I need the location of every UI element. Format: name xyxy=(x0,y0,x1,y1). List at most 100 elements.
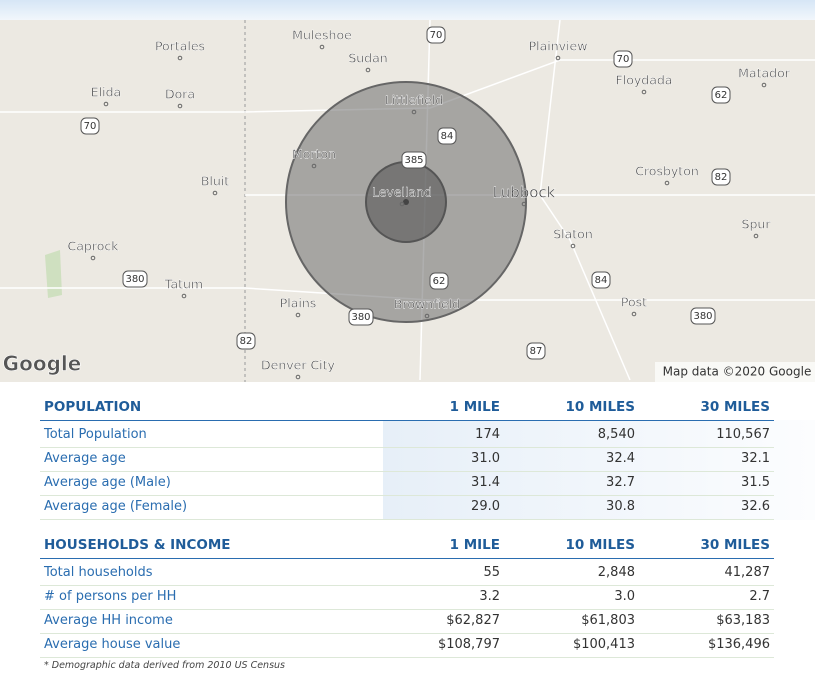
cell-value: 32.1 xyxy=(741,451,770,466)
cell-value: 2,848 xyxy=(597,565,635,580)
cell-value: 31.5 xyxy=(741,475,770,490)
row-label: Average age (Male) xyxy=(44,475,171,490)
place-label: Floydada xyxy=(616,73,673,88)
place-dot xyxy=(424,313,430,319)
highway-shield xyxy=(348,308,374,326)
place-dot xyxy=(103,101,109,107)
radius-1 xyxy=(403,199,409,205)
shade xyxy=(383,420,815,520)
place-label: Littlefield xyxy=(385,93,443,108)
place-dot xyxy=(365,67,371,73)
row-label: Average age (Female) xyxy=(44,499,188,514)
highway-label: 84 xyxy=(441,131,454,142)
highway-shield xyxy=(526,342,546,360)
highway-label: 84 xyxy=(595,275,608,286)
cell-value: 32.4 xyxy=(606,451,635,466)
map: Portales Muleshoe Sudan Plainview Floydada Ma… xyxy=(0,0,815,382)
cell-value: $61,803 xyxy=(581,613,635,628)
highway-label: 62 xyxy=(433,276,446,287)
place-label: Morton xyxy=(292,147,336,162)
cell-value: 32.7 xyxy=(606,475,635,490)
place-dot xyxy=(212,190,218,196)
highway-shield xyxy=(80,117,100,135)
map-logo: Google xyxy=(3,352,82,376)
place-dot xyxy=(399,201,405,207)
attribution: Map data ©2020 Google xyxy=(663,365,812,379)
highway-shield xyxy=(401,151,427,169)
place-dot xyxy=(411,109,417,115)
cell-value: 174 xyxy=(475,427,500,442)
highway-shield xyxy=(437,127,457,145)
place-label: Plains xyxy=(280,296,317,311)
place-label: Caprock xyxy=(68,239,120,254)
row-label: Total households xyxy=(44,565,153,580)
highway-shield xyxy=(429,272,449,290)
place-label: Slaton xyxy=(553,227,593,242)
place-dot xyxy=(761,82,767,88)
highway-label: 380 xyxy=(351,312,370,323)
column-header: 30 MILES xyxy=(700,537,771,553)
column-header: HOUSEHOLDS & INCOME xyxy=(44,537,231,553)
place-label: Denver City xyxy=(261,358,336,373)
attribution-bg xyxy=(655,362,815,382)
place-label: Dora xyxy=(165,87,195,102)
highway-label: 82 xyxy=(240,336,253,347)
column-header: 1 MILE xyxy=(449,399,500,415)
column-header: 1 MILE xyxy=(449,537,500,553)
highway-label: 82 xyxy=(715,172,728,183)
column-header: 10 MILES xyxy=(565,399,636,415)
place-dot xyxy=(181,293,187,299)
place-label: Post xyxy=(621,295,647,310)
place-label: Sudan xyxy=(348,51,387,66)
cell-value: 30.8 xyxy=(606,499,635,514)
place-label: Matador xyxy=(738,66,791,81)
highway-label: 70 xyxy=(430,30,443,41)
row-label: Average HH income xyxy=(44,613,173,628)
row-rule xyxy=(40,471,774,472)
row-rule xyxy=(40,519,774,520)
cell-value: 3.0 xyxy=(614,589,635,604)
highway-shield xyxy=(711,168,731,186)
row-rule xyxy=(40,585,774,586)
cell-value: $62,827 xyxy=(446,613,500,628)
row-rule xyxy=(40,447,774,448)
place-dot xyxy=(521,201,527,207)
row-label: Average house value xyxy=(44,637,181,652)
highway-shield xyxy=(122,270,148,288)
cell-value: 3.2 xyxy=(479,589,500,604)
highway-label: 380 xyxy=(125,274,144,285)
column-header: 10 MILES xyxy=(565,537,636,553)
highway-label: 70 xyxy=(84,121,97,132)
highway-label: 380 xyxy=(693,311,712,322)
place-dot xyxy=(295,374,301,380)
cell-value: 8,540 xyxy=(597,427,635,442)
place-dot xyxy=(555,55,561,61)
cell-value: $136,496 xyxy=(707,637,770,652)
highway-label: 70 xyxy=(617,54,630,65)
cell-value: $108,797 xyxy=(437,637,500,652)
cell-value: 31.4 xyxy=(471,475,500,490)
place-label: Spur xyxy=(742,217,772,232)
row-rule xyxy=(40,657,774,658)
cell-value: 31.0 xyxy=(471,451,500,466)
header-rule xyxy=(40,558,774,559)
place-dot xyxy=(90,255,96,261)
highway-shield xyxy=(426,26,446,44)
header-rule xyxy=(40,420,774,421)
highway-label: 62 xyxy=(715,90,728,101)
place-label: Levelland xyxy=(372,185,432,200)
cell-value: 55 xyxy=(483,565,500,580)
place-dot xyxy=(295,312,301,318)
highway-shield xyxy=(613,50,633,68)
cell-value: 2.7 xyxy=(749,589,770,604)
cell-value: 110,567 xyxy=(716,427,770,442)
cell-value: $100,413 xyxy=(572,637,635,652)
cell-value: $63,183 xyxy=(716,613,770,628)
place-label: Brownfield xyxy=(394,297,460,312)
top-band xyxy=(0,0,815,22)
highway-shield xyxy=(236,332,256,350)
highway-shield xyxy=(591,271,611,289)
place-dot xyxy=(753,233,759,239)
cell-value: 41,287 xyxy=(724,565,771,580)
row-rule xyxy=(40,609,774,610)
